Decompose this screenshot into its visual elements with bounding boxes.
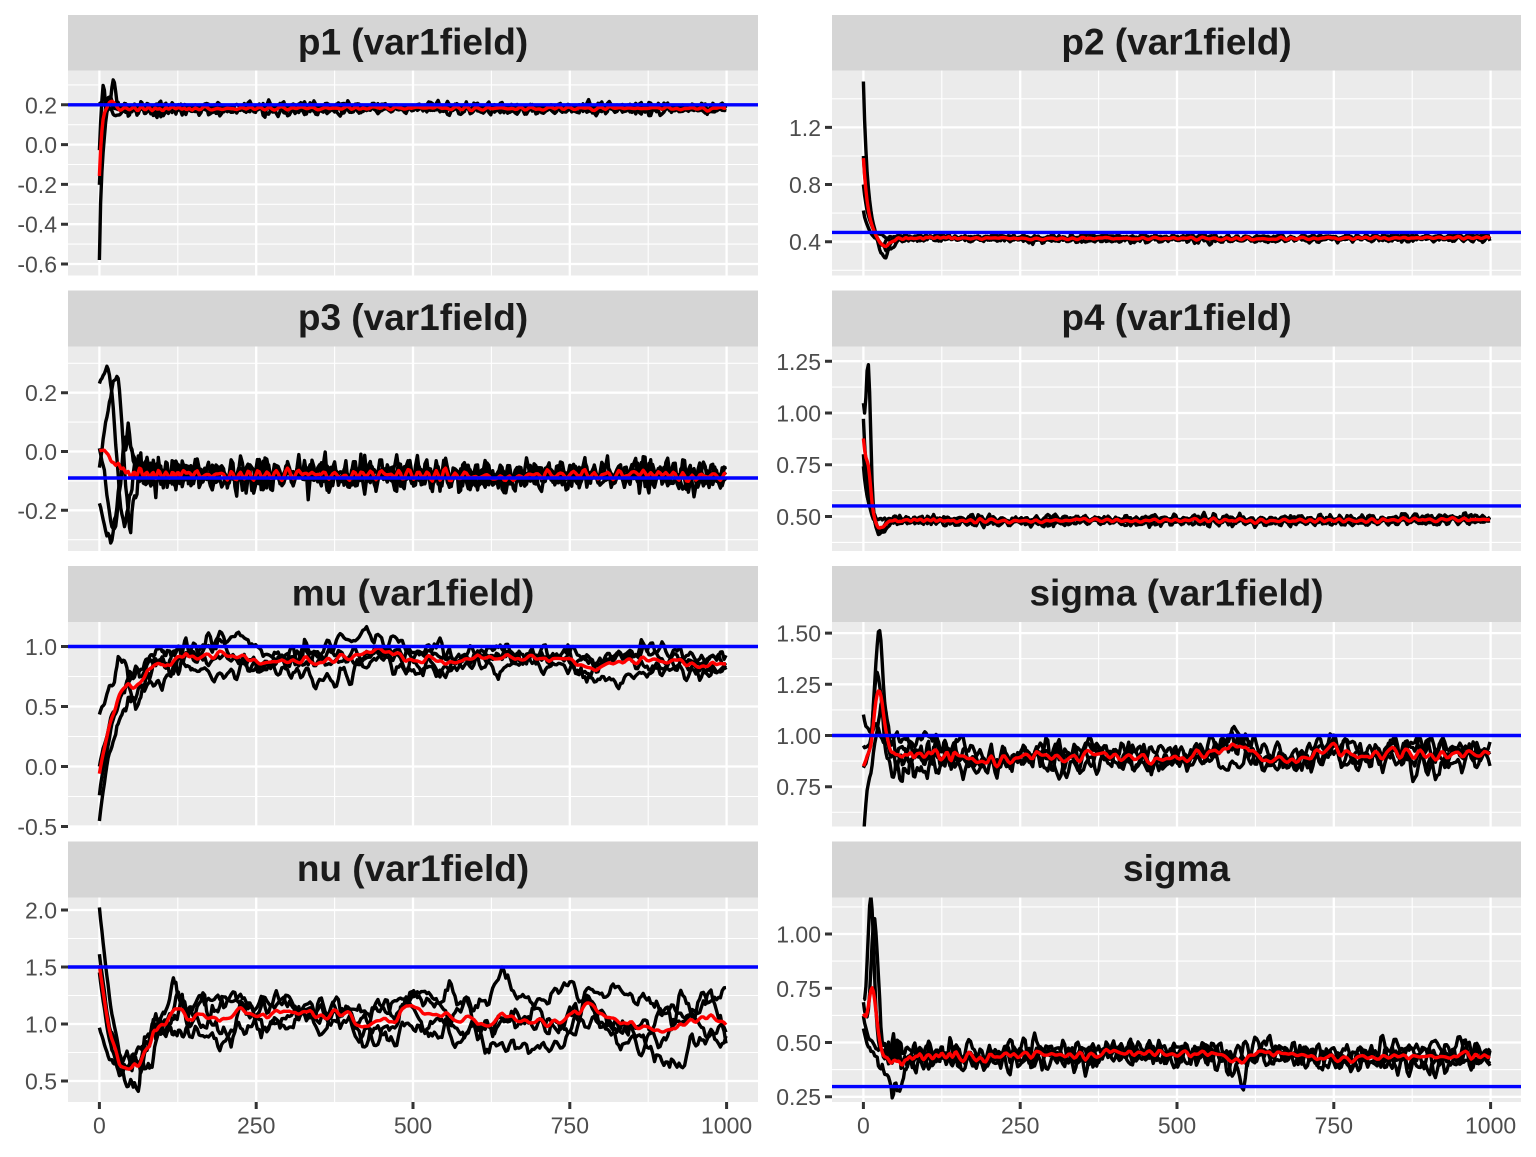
svg-text:1.50: 1.50 [776, 621, 821, 647]
svg-text:1.00: 1.00 [776, 723, 821, 749]
svg-text:750: 750 [1315, 1113, 1353, 1139]
svg-text:500: 500 [394, 1113, 432, 1139]
svg-text:0.0: 0.0 [25, 754, 57, 780]
svg-text:1.25: 1.25 [776, 349, 821, 375]
svg-text:1.0: 1.0 [25, 634, 57, 660]
svg-text:500: 500 [1158, 1113, 1196, 1139]
svg-text:250: 250 [237, 1113, 275, 1139]
svg-text:0.0: 0.0 [25, 439, 57, 465]
svg-text:p3 (var1field): p3 (var1field) [298, 297, 528, 338]
svg-text:1.0: 1.0 [25, 1012, 57, 1038]
svg-text:250: 250 [1001, 1113, 1039, 1139]
svg-text:0.4: 0.4 [789, 229, 821, 255]
svg-text:2.0: 2.0 [25, 898, 57, 924]
svg-text:750: 750 [551, 1113, 589, 1139]
svg-text:0: 0 [93, 1113, 106, 1139]
svg-text:-0.4: -0.4 [17, 212, 57, 238]
svg-text:0.75: 0.75 [776, 774, 821, 800]
svg-text:sigma: sigma [1123, 848, 1230, 889]
svg-text:0.5: 0.5 [25, 1069, 57, 1095]
svg-text:0.25: 0.25 [776, 1084, 821, 1110]
svg-text:p1 (var1field): p1 (var1field) [298, 22, 528, 63]
svg-text:0: 0 [857, 1113, 870, 1139]
svg-text:sigma (var1field): sigma (var1field) [1029, 573, 1323, 614]
svg-text:0.5: 0.5 [25, 694, 57, 720]
svg-text:mu (var1field): mu (var1field) [292, 573, 535, 614]
svg-text:0.2: 0.2 [25, 92, 57, 118]
svg-text:1000: 1000 [701, 1113, 752, 1139]
svg-text:0.2: 0.2 [25, 380, 57, 406]
svg-text:p4 (var1field): p4 (var1field) [1061, 297, 1291, 338]
svg-text:0.75: 0.75 [776, 452, 821, 478]
svg-text:1.00: 1.00 [776, 401, 821, 427]
svg-text:0.0: 0.0 [25, 132, 57, 158]
svg-text:1.25: 1.25 [776, 672, 821, 698]
svg-text:-0.6: -0.6 [17, 252, 57, 278]
svg-text:p2 (var1field): p2 (var1field) [1061, 22, 1291, 63]
svg-text:1.00: 1.00 [776, 922, 821, 948]
svg-text:0.8: 0.8 [789, 172, 821, 198]
svg-text:1000: 1000 [1465, 1113, 1516, 1139]
svg-text:0.75: 0.75 [776, 976, 821, 1002]
svg-text:-0.2: -0.2 [17, 172, 57, 198]
svg-text:1.5: 1.5 [25, 955, 57, 981]
svg-text:-0.2: -0.2 [17, 498, 57, 524]
svg-text:0.50: 0.50 [776, 504, 821, 530]
svg-text:-0.5: -0.5 [17, 814, 57, 840]
svg-text:1.2: 1.2 [789, 115, 821, 141]
svg-text:0.50: 0.50 [776, 1030, 821, 1056]
svg-text:nu (var1field): nu (var1field) [297, 848, 529, 889]
